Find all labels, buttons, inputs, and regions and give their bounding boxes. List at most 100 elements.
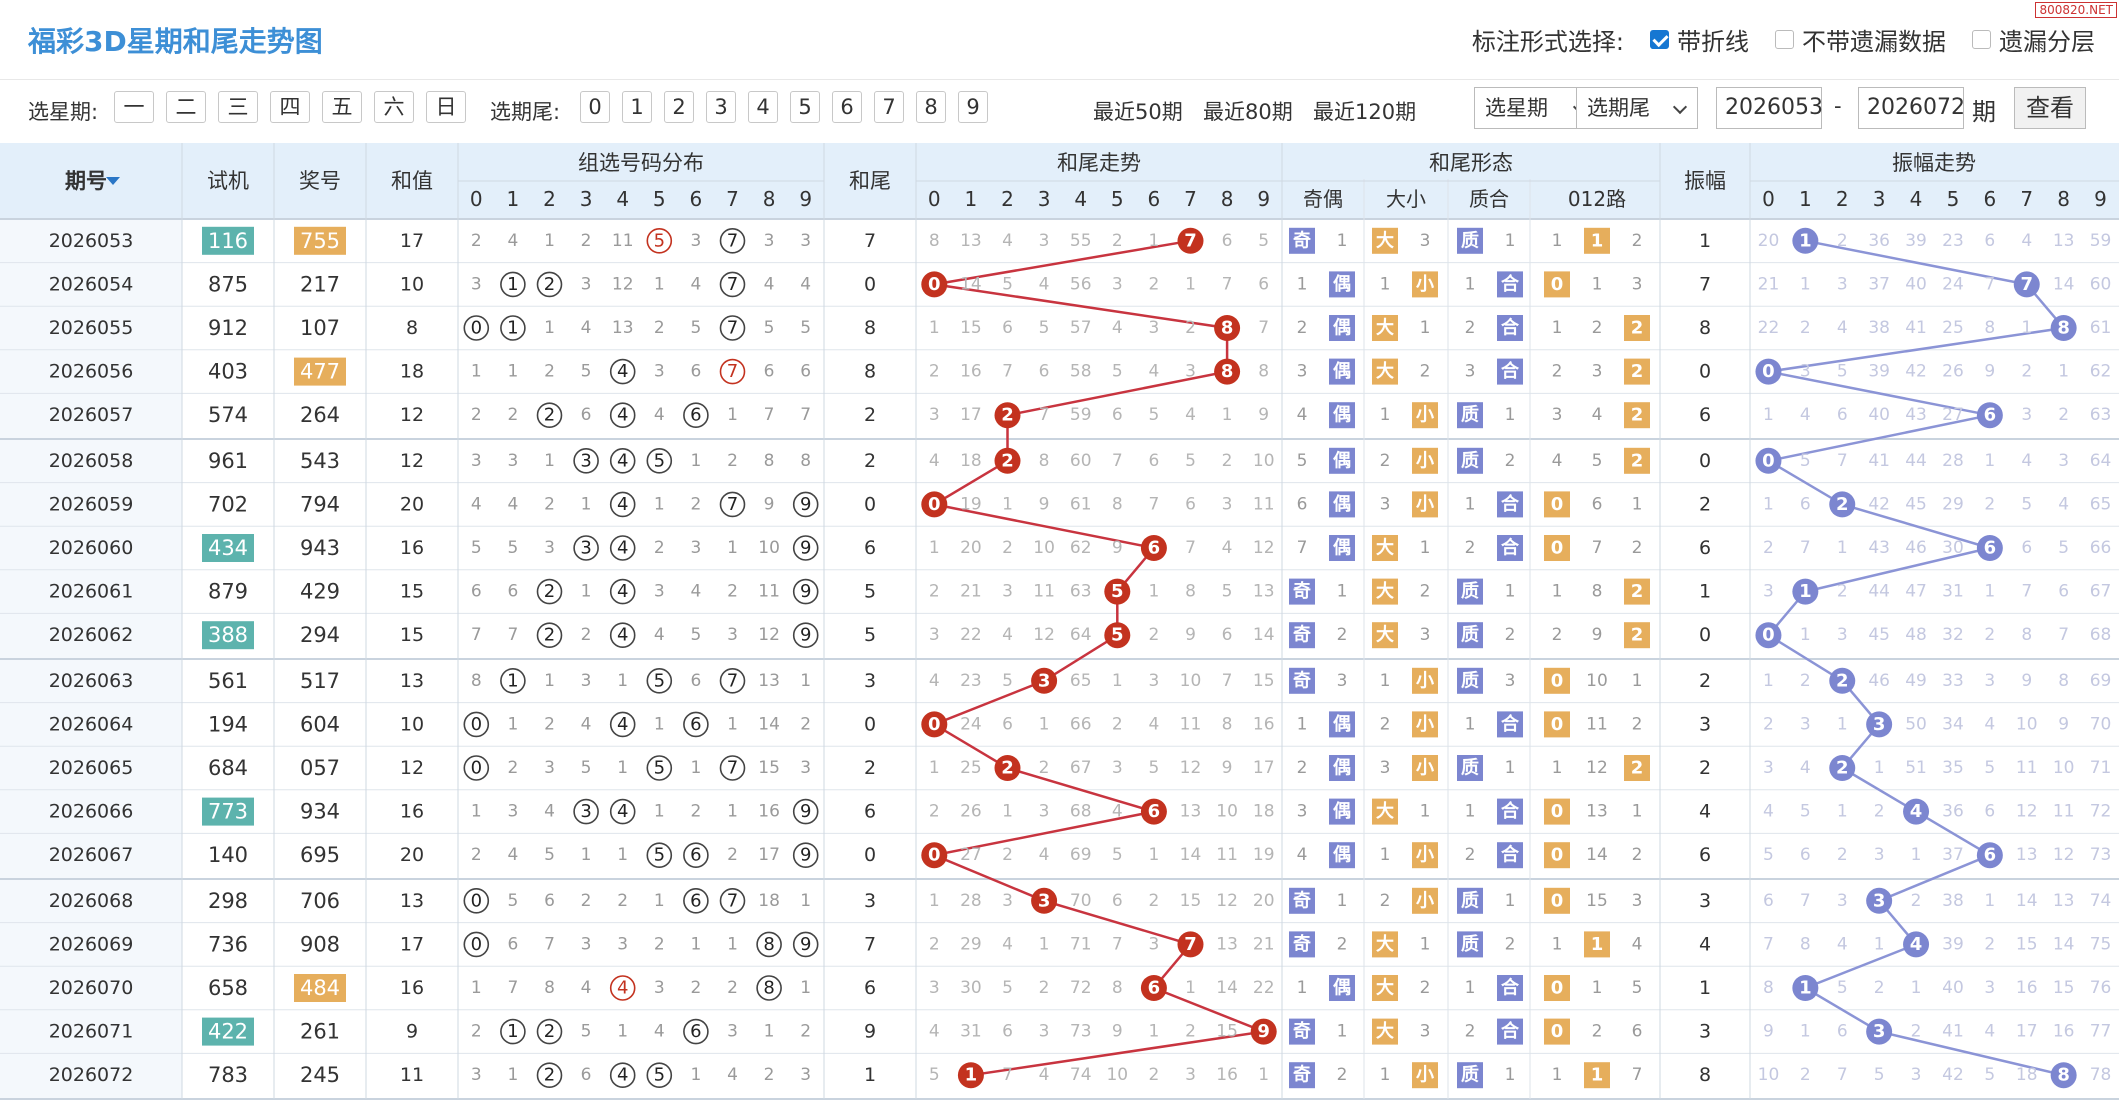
omit-value: 1 [507,714,518,734]
omit-value: 71 [1070,934,1092,954]
omit-value: 2 [1148,891,1159,911]
sort-desc-icon[interactable] [106,177,120,185]
odd-even-tag [1329,491,1355,518]
tail-ball [1140,975,1167,1001]
weekday-button-4[interactable]: 四 [270,91,310,123]
dist-ring-label: 5 [654,1065,665,1086]
weekday-button-5[interactable]: 五 [322,91,362,123]
tail-button-0[interactable]: 0 [580,91,610,123]
option-no-omit-data[interactable]: 不带遗漏数据 [1775,22,1946,57]
omit-value: 4 [581,318,592,338]
omit-value: 42 [1905,362,1927,382]
tail-ball-label: 8 [1221,361,1234,382]
query-button[interactable]: 查看 [2014,87,2086,129]
tail-button-9[interactable]: 9 [958,91,988,123]
omit-value: 9 [1185,625,1196,645]
odd-even-tag [1329,842,1355,869]
odd-even-tag-label: 奇 [1293,1064,1311,1086]
tail-cell: 0 [864,273,876,295]
amp-cell: 8 [1699,317,1711,339]
omit-value: 2 [654,934,665,954]
omit-value: 38 [1942,891,1964,911]
omit-value: 67 [2090,582,2112,602]
road-tag-label: 2 [1631,318,1644,339]
omit-value: 39 [1905,231,1927,251]
omit-value: 1 [690,934,701,954]
to-issue-input[interactable]: 2026072 [1858,87,1965,129]
tail-button-6[interactable]: 6 [832,91,862,123]
omit-value: 12 [1033,625,1055,645]
omit-value: 1 [654,802,665,822]
omit-value: 1 [507,1065,518,1085]
dist-ring-label: 1 [507,670,518,691]
omit-value: 1 [1632,494,1643,514]
no-omit-data-checkbox[interactable] [1775,30,1794,49]
omit-value: 1 [1380,1065,1391,1085]
road-tag [1624,447,1650,474]
tail-button-1[interactable]: 1 [622,91,652,123]
tail-cell: 1 [864,1064,876,1086]
tail-button-7[interactable]: 7 [874,91,904,123]
tail-button-2[interactable]: 2 [664,91,694,123]
recent-80-link[interactable]: 最近80期 [1203,100,1293,124]
weekday-button-6[interactable]: 六 [374,91,414,123]
omit-value: 1 [1337,231,1348,251]
weekday-button-3[interactable]: 三 [218,91,258,123]
omit-value: 7 [1222,274,1233,294]
road-tag-label: 0 [1551,274,1564,295]
recent-120-link[interactable]: 最近120期 [1313,100,1417,124]
road-tag [1624,578,1650,605]
omit-value: 1 [1592,274,1603,294]
road-tag-label: 2 [1631,450,1644,471]
road-tag [1584,931,1610,958]
test-cell: 574 [208,403,248,427]
tail-ball-label: 9 [1257,1021,1270,1042]
dist-ring-label: 4 [617,714,628,735]
dist-ring-label: 1 [507,1021,518,1042]
prime-tag [1497,711,1523,738]
omit-layer-checkbox[interactable] [1972,30,1991,49]
option-polyline[interactable]: 带折线 [1650,22,1749,57]
omit-value: 11 [1180,714,1202,734]
dist-ring [609,1062,636,1089]
omit-value: 25 [960,758,982,778]
weekday-button-1[interactable]: 一 [114,91,154,123]
option-omit-layer[interactable]: 遗漏分层 [1972,22,2095,57]
omit-value: 4 [690,582,701,602]
omit-value: 2 [1632,714,1643,734]
omit-value: 7 [2021,582,2032,602]
recent-50-link[interactable]: 最近50期 [1093,100,1183,124]
tail-cell: 0 [864,844,876,866]
omit-value: 12 [2016,802,2038,822]
issue-cell: 2026054 [49,273,134,295]
prime-tag [1497,798,1523,825]
omit-value: 20 [1758,231,1780,251]
odd-even-tag [1289,1018,1315,1045]
tail-ball-label: 0 [928,494,941,515]
polyline-checkbox[interactable] [1650,30,1669,49]
tail-select[interactable]: 选期尾 [1576,87,1698,129]
digit-header: 0 [470,187,483,211]
odd-even-tag-label: 偶 [1333,404,1351,426]
odd-even-tag [1329,755,1355,781]
weekday-button-7[interactable]: 日 [426,91,466,123]
omit-value: 2 [929,802,940,822]
omit-value: 3 [2021,405,2032,425]
tail-ball [1104,622,1131,649]
omit-value: 6 [1800,845,1811,865]
omit-value: 1 [1505,231,1516,251]
tail-button-8[interactable]: 8 [916,91,946,123]
weekday-button-2[interactable]: 二 [166,91,206,123]
sum-cell: 15 [400,624,424,646]
omit-value: 1 [617,758,628,778]
from-issue-input[interactable]: 2026053 [1716,87,1823,129]
omit-value: 7 [1984,274,1995,294]
amp-ball [1976,402,2003,429]
omit-value: 9 [1984,362,1995,382]
dist-ring [683,1018,709,1045]
omit-value: 5 [507,891,518,911]
tail-button-5[interactable]: 5 [790,91,820,123]
omit-value: 7 [544,934,555,954]
tail-button-4[interactable]: 4 [748,91,778,123]
tail-button-3[interactable]: 3 [706,91,736,123]
